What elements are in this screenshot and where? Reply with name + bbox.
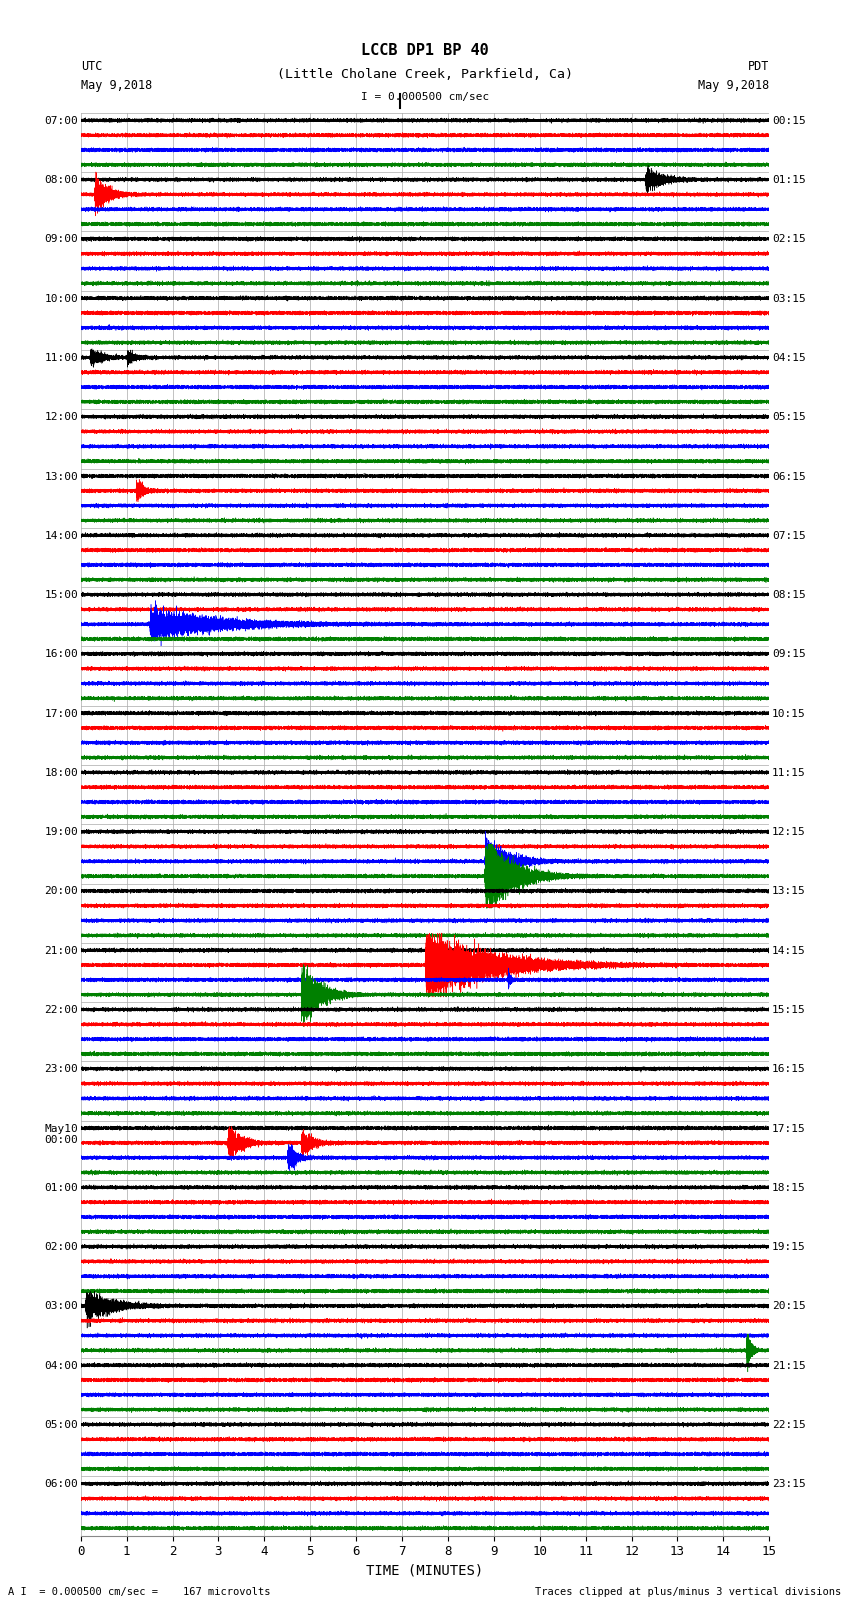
Text: (Little Cholane Creek, Parkfield, Ca): (Little Cholane Creek, Parkfield, Ca) xyxy=(277,68,573,81)
Text: May 9,2018: May 9,2018 xyxy=(81,79,152,92)
Text: May 9,2018: May 9,2018 xyxy=(698,79,769,92)
Text: LCCB DP1 BP 40: LCCB DP1 BP 40 xyxy=(361,44,489,58)
Text: Traces clipped at plus/minus 3 vertical divisions: Traces clipped at plus/minus 3 vertical … xyxy=(536,1587,842,1597)
Text: A I  = 0.000500 cm/sec =    167 microvolts: A I = 0.000500 cm/sec = 167 microvolts xyxy=(8,1587,271,1597)
Text: PDT: PDT xyxy=(748,60,769,73)
X-axis label: TIME (MINUTES): TIME (MINUTES) xyxy=(366,1565,484,1578)
Text: I = 0.000500 cm/sec: I = 0.000500 cm/sec xyxy=(361,92,489,102)
Text: UTC: UTC xyxy=(81,60,102,73)
